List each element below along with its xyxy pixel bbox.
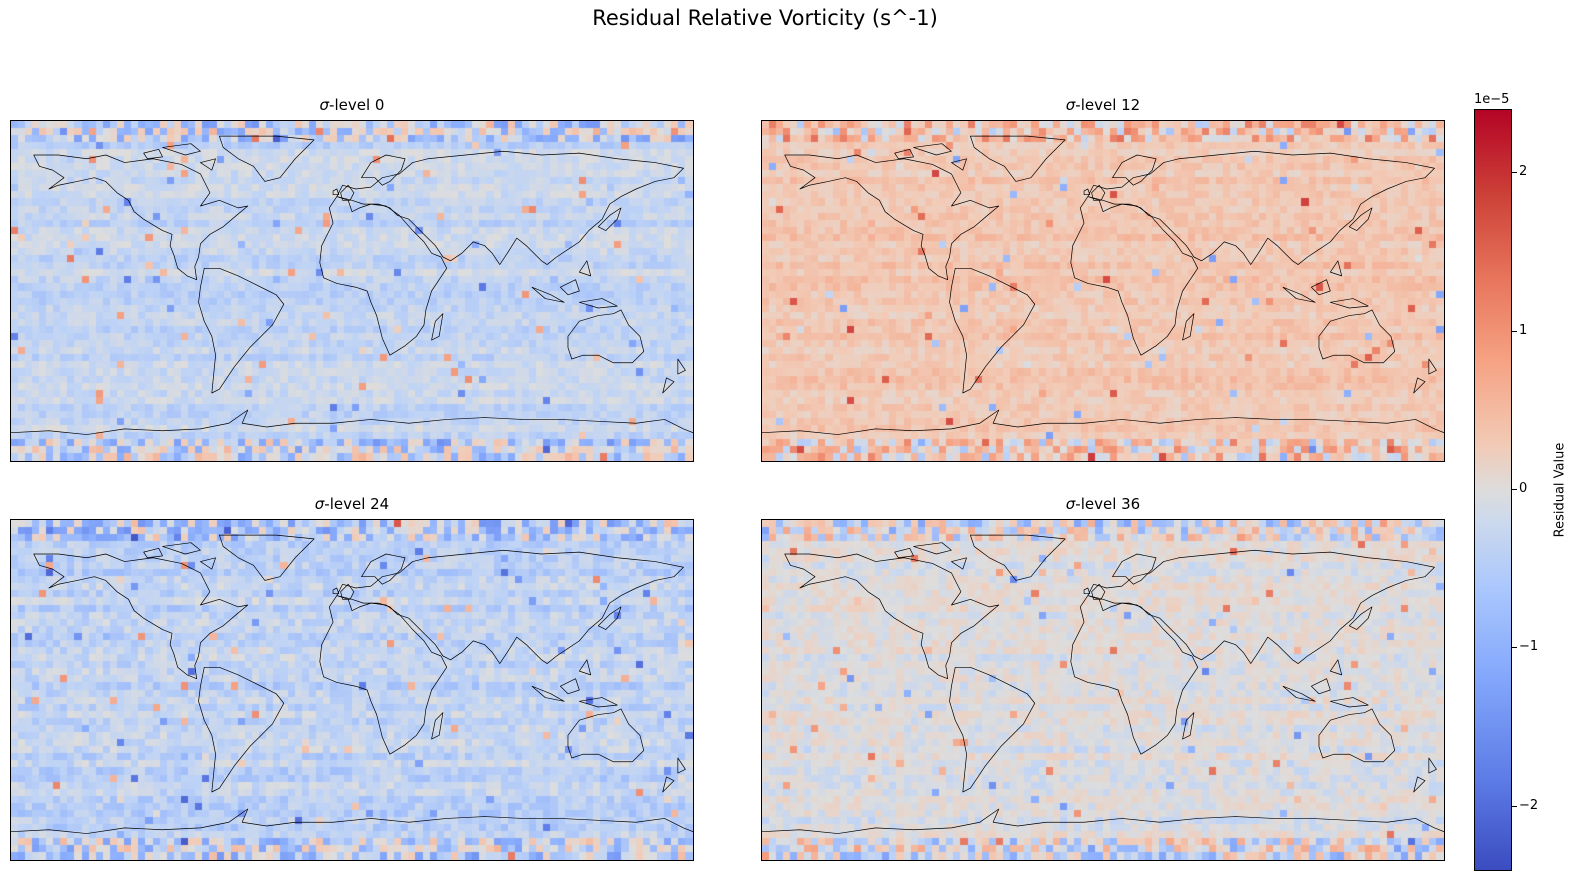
figure-title: Residual Relative Vorticity (s^-1) xyxy=(592,6,938,30)
colorbar-tick-label: −2 xyxy=(1519,797,1539,813)
colorbar-tick xyxy=(1511,647,1517,649)
colorbar-tick-label: 0 xyxy=(1519,481,1528,496)
colorbar-tick-label: 1 xyxy=(1519,322,1528,338)
panel-title-level-24: σ-level 24 xyxy=(314,495,390,513)
map-panel-level-12 xyxy=(761,120,1445,462)
colorbar-tick-label: 2 xyxy=(1519,164,1528,180)
coastlines xyxy=(11,135,693,436)
colorbar xyxy=(1474,109,1512,871)
map-panel-level-0 xyxy=(10,120,694,462)
colorbar-tick xyxy=(1511,805,1517,807)
coastlines xyxy=(762,135,1444,436)
panel-title-level-0: σ-level 0 xyxy=(319,96,385,114)
colorbar-tick xyxy=(1511,330,1517,332)
colorbar-offset-text: 1e−5 xyxy=(1474,92,1510,107)
colorbar-tick-label: −1 xyxy=(1519,639,1539,655)
colorbar-tick xyxy=(1511,489,1517,490)
coastlines xyxy=(11,534,693,835)
panel-title-level-12: σ-level 12 xyxy=(1065,96,1141,114)
colorbar-label: Residual Value xyxy=(1552,442,1568,538)
panel-title-level-36: σ-level 36 xyxy=(1065,495,1141,513)
colorbar-tick xyxy=(1511,172,1517,174)
map-panel-level-24 xyxy=(10,519,694,861)
coastlines xyxy=(762,534,1444,835)
map-panel-level-36 xyxy=(761,519,1445,861)
